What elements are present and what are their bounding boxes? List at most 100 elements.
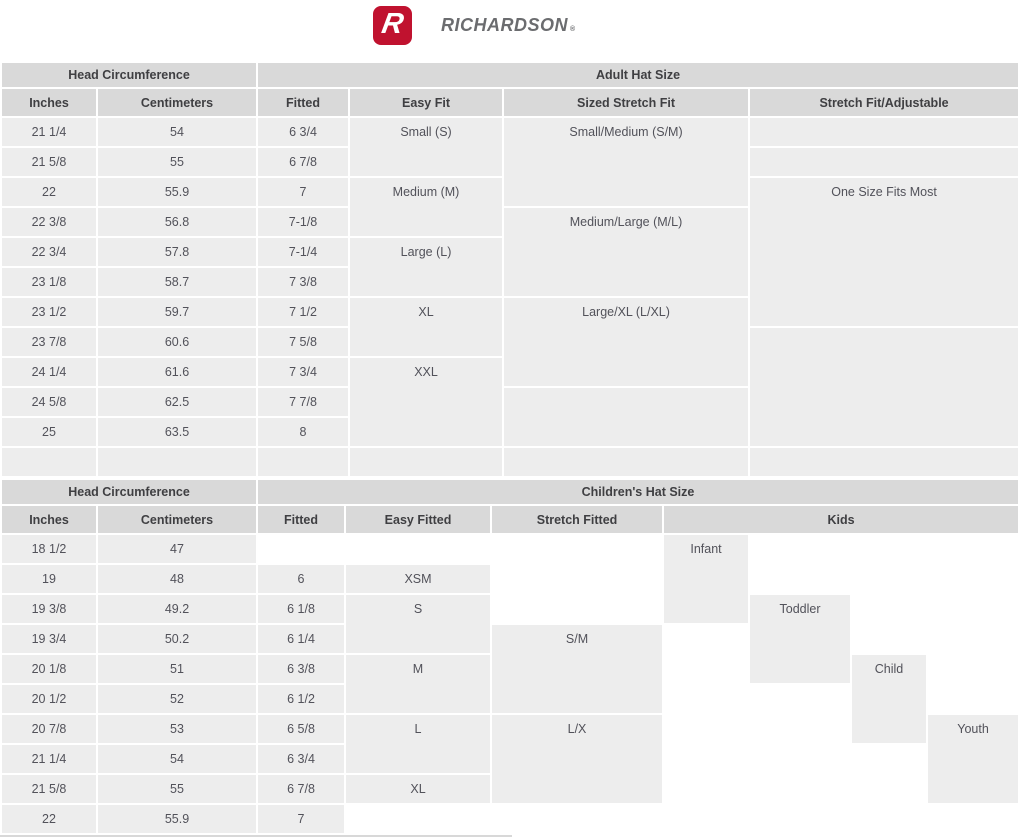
children-kids-youth-row7: Youth [928, 715, 1019, 803]
children-inches-row7: 20 7/8 [2, 715, 96, 743]
adult-group-header-head-circumference: Head Circumference [2, 63, 257, 87]
adult-fitted-row6: 7 3/8 [258, 268, 349, 296]
adult-centimeters-row5: 57.8 [98, 238, 257, 266]
children-fitted-row3: 6 1/8 [258, 595, 345, 623]
children-column-header-easy-fitted: Easy Fitted [346, 506, 491, 533]
children-fitted-row9: 6 7/8 [258, 775, 345, 803]
adult-column-header-stretch-fit-adjustable: Stretch Fit/Adjustable [750, 89, 1019, 116]
children-kids-child-row8 [852, 745, 927, 833]
adult-fitted-row7: 7 1/2 [258, 298, 349, 326]
children-kids-infant-row4 [664, 625, 749, 833]
children-centimeters-row5: 51 [98, 655, 257, 683]
adult-fitted-row5: 7-1/4 [258, 238, 349, 266]
children-stretch-fitted-row7: L/X [492, 715, 663, 803]
adult-sized-stretch-fit-row4: Medium/Large (M/L) [504, 208, 749, 296]
children-group-header-head-circumference: Head Circumference [2, 480, 257, 504]
adult-inches-row6: 23 1/8 [2, 268, 96, 296]
adult-fitted-row11: 8 [258, 418, 349, 446]
adult-inches-row2: 21 5/8 [2, 148, 96, 176]
adult-centimeters-row1: 54 [98, 118, 257, 146]
children-fitted-row5: 6 3/8 [258, 655, 345, 683]
adult-inches-row11: 25 [2, 418, 96, 446]
adult-inches-row4: 22 3/8 [2, 208, 96, 236]
children-column-header-centimeters: Centimeters [98, 506, 257, 533]
adult-sized-stretch-fit-row10 [504, 388, 749, 446]
adult-fitted-row3: 7 [258, 178, 349, 206]
adult-inches-row1: 21 1/4 [2, 118, 96, 146]
children-centimeters-row3: 49.2 [98, 595, 257, 623]
adult-column-header-fitted: Fitted [258, 89, 349, 116]
children-kids-youth-row1 [928, 535, 1019, 713]
children-easy-fitted-row2: XSM [346, 565, 491, 593]
adult-fitted-row2: 6 7/8 [258, 148, 349, 176]
children-fitted-row10: 7 [258, 805, 345, 833]
children-inches-row1: 18 1/2 [2, 535, 96, 563]
children-kids-infant-row1: Infant [664, 535, 749, 623]
children-centimeters-row2: 48 [98, 565, 257, 593]
children-hat-size-table: Head Circumference Children's Hat Size Inc… [0, 478, 1020, 835]
adult-sized-stretch-fit-row7: Large/XL (L/XL) [504, 298, 749, 386]
cutoff-next-row-strip [0, 835, 512, 837]
children-easy-fitted-row3: S [346, 595, 491, 653]
adult-stretch-fit-adjustable-row12 [750, 448, 1019, 476]
adult-stretch-fit-adjustable-row3: One Size Fits Most [750, 178, 1019, 326]
children-inches-row3: 19 3/8 [2, 595, 96, 623]
adult-inches-row10: 24 5/8 [2, 388, 96, 416]
brand-name: RICHARDSON ® [441, 15, 576, 36]
adult-centimeters-row10: 62.5 [98, 388, 257, 416]
logo-letter: R [379, 7, 407, 40]
adult-centimeters-row11: 63.5 [98, 418, 257, 446]
adult-stretch-fit-adjustable-row2 [750, 148, 1019, 176]
adult-easy-fit-row1: Small (S) [350, 118, 503, 176]
children-easy-fitted-row7: L [346, 715, 491, 773]
children-kids-youth-row10 [928, 805, 1019, 833]
children-column-header-stretch-fitted: Stretch Fitted [492, 506, 663, 533]
adult-easy-fit-row9: XXL [350, 358, 503, 446]
adult-centimeters-row12 [98, 448, 257, 476]
adult-easy-fit-row5: Large (L) [350, 238, 503, 296]
adult-centimeters-row6: 58.7 [98, 268, 257, 296]
adult-inches-row5: 22 3/4 [2, 238, 96, 266]
adult-sized-stretch-fit-row12 [504, 448, 749, 476]
children-kids-child-row5: Child [852, 655, 927, 743]
children-centimeters-row8: 54 [98, 745, 257, 773]
children-centimeters-row10: 55.9 [98, 805, 257, 833]
children-fitted-row7: 6 5/8 [258, 715, 345, 743]
children-stretch-fitted-row1 [492, 535, 663, 623]
adult-stretch-fit-adjustable-row8 [750, 328, 1019, 446]
children-centimeters-row7: 53 [98, 715, 257, 743]
children-group-header-children-s-hat-size: Children's Hat Size [258, 480, 1019, 504]
children-kids-child-row1 [852, 535, 927, 653]
children-stretch-fitted-row4: S/M [492, 625, 663, 713]
children-fitted-row8: 6 3/4 [258, 745, 345, 773]
children-kids-toddler-row1 [750, 535, 851, 593]
adult-centimeters-row7: 59.7 [98, 298, 257, 326]
children-centimeters-row1: 47 [98, 535, 257, 563]
brand-name-text: RICHARDSON [441, 14, 569, 35]
children-fitted-row4: 6 1/4 [258, 625, 345, 653]
adult-inches-row3: 22 [2, 178, 96, 206]
adult-centimeters-row3: 55.9 [98, 178, 257, 206]
adult-inches-row8: 23 7/8 [2, 328, 96, 356]
children-column-header-kids: Kids [664, 506, 1019, 533]
adult-easy-fit-row7: XL [350, 298, 503, 356]
adult-column-header-sized-stretch-fit: Sized Stretch Fit [504, 89, 749, 116]
children-easy-fitted-row9: XL [346, 775, 491, 803]
adult-inches-row12 [2, 448, 96, 476]
adult-column-header-easy-fit: Easy Fit [350, 89, 503, 116]
children-kids-toddler-row3: Toddler [750, 595, 851, 683]
adult-easy-fit-row3: Medium (M) [350, 178, 503, 236]
adult-column-header-inches: Inches [2, 89, 96, 116]
children-inches-row6: 20 1/2 [2, 685, 96, 713]
children-easy-fitted-row1 [346, 535, 491, 563]
children-fitted-row2: 6 [258, 565, 345, 593]
adult-fitted-row8: 7 5/8 [258, 328, 349, 356]
children-fitted-row6: 6 1/2 [258, 685, 345, 713]
children-easy-fitted-row10 [346, 805, 491, 833]
children-easy-fitted-row5: M [346, 655, 491, 713]
adult-sized-stretch-fit-row1: Small/Medium (S/M) [504, 118, 749, 206]
adult-group-header-adult-hat-size: Adult Hat Size [258, 63, 1019, 87]
adult-fitted-row12 [258, 448, 349, 476]
adult-inches-row9: 24 1/4 [2, 358, 96, 386]
